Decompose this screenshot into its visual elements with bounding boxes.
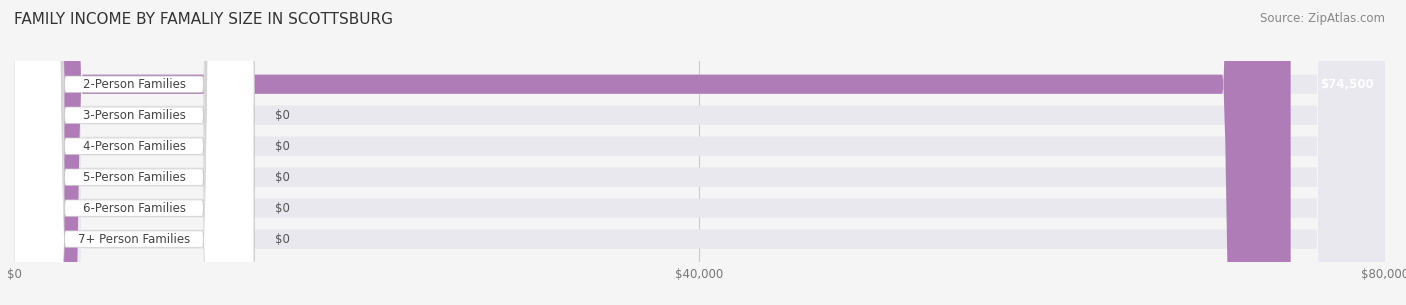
Text: 5-Person Families: 5-Person Families — [83, 170, 186, 184]
FancyBboxPatch shape — [14, 0, 254, 305]
Text: 4-Person Families: 4-Person Families — [83, 140, 186, 153]
Text: 7+ Person Families: 7+ Person Families — [77, 233, 190, 246]
Text: Source: ZipAtlas.com: Source: ZipAtlas.com — [1260, 12, 1385, 25]
FancyBboxPatch shape — [14, 0, 1385, 305]
Text: 6-Person Families: 6-Person Families — [83, 202, 186, 215]
FancyBboxPatch shape — [14, 0, 254, 305]
FancyBboxPatch shape — [14, 0, 1385, 305]
FancyBboxPatch shape — [14, 0, 1385, 305]
FancyBboxPatch shape — [14, 0, 254, 305]
Text: $0: $0 — [274, 140, 290, 153]
Text: $0: $0 — [274, 109, 290, 122]
FancyBboxPatch shape — [14, 0, 254, 305]
FancyBboxPatch shape — [14, 0, 1291, 305]
FancyBboxPatch shape — [14, 0, 1385, 305]
FancyBboxPatch shape — [14, 0, 254, 305]
Text: $0: $0 — [274, 202, 290, 215]
Text: $0: $0 — [274, 170, 290, 184]
Text: 2-Person Families: 2-Person Families — [83, 78, 186, 91]
Text: 3-Person Families: 3-Person Families — [83, 109, 186, 122]
Text: $0: $0 — [274, 233, 290, 246]
FancyBboxPatch shape — [14, 0, 1385, 305]
Text: FAMILY INCOME BY FAMALIY SIZE IN SCOTTSBURG: FAMILY INCOME BY FAMALIY SIZE IN SCOTTSB… — [14, 12, 394, 27]
FancyBboxPatch shape — [14, 0, 1385, 305]
FancyBboxPatch shape — [14, 0, 254, 305]
Text: $74,500: $74,500 — [1320, 78, 1374, 91]
